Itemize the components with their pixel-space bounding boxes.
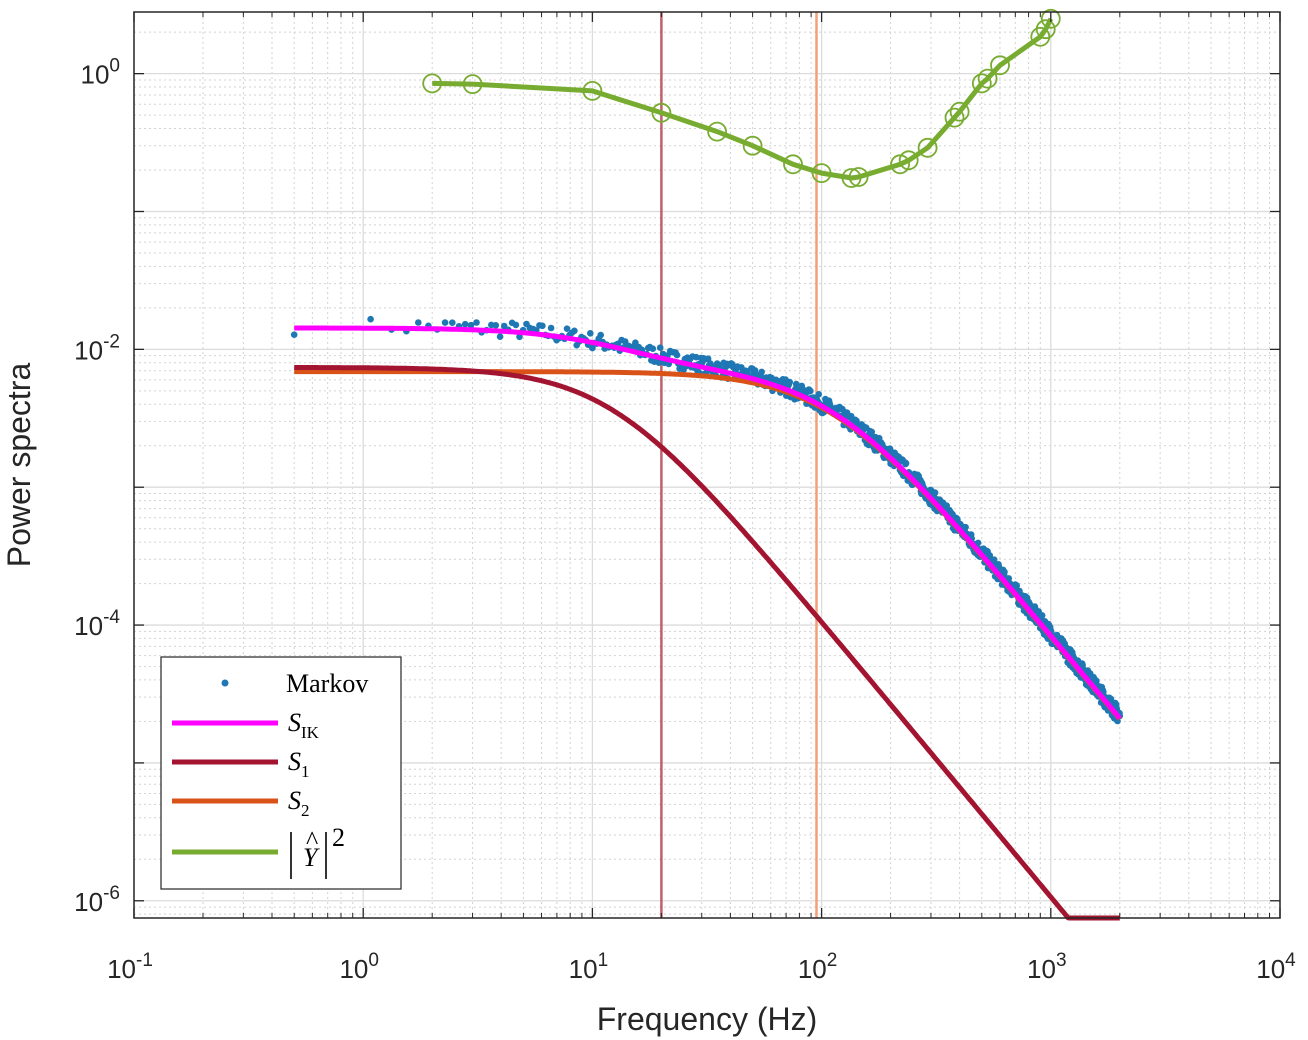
markov-point bbox=[673, 351, 681, 359]
yhat-marker bbox=[917, 137, 938, 158]
markov-point bbox=[467, 321, 475, 329]
curve-s-ik bbox=[293, 325, 1122, 720]
yhat-marker bbox=[971, 73, 992, 94]
legend-yhat-label: Y bbox=[303, 843, 320, 872]
markov-point bbox=[807, 387, 814, 395]
markov-point bbox=[589, 344, 596, 352]
markov-point bbox=[815, 391, 822, 398]
markov-point bbox=[597, 331, 604, 339]
legend-yhat-hat: ^ bbox=[306, 826, 318, 855]
legend-markov-marker bbox=[221, 679, 229, 687]
yhat-marker bbox=[898, 150, 919, 171]
markov-point bbox=[792, 380, 800, 388]
markov-point bbox=[1013, 582, 1020, 589]
markov-point bbox=[367, 315, 374, 323]
curves-layer bbox=[293, 17, 1122, 921]
legend-markov-label: Markov bbox=[286, 669, 368, 698]
x-tick-label: 100 bbox=[339, 950, 379, 984]
vertical-lines-layer bbox=[660, 12, 818, 918]
markov-point bbox=[571, 327, 578, 335]
yhat-marker bbox=[949, 101, 970, 122]
plot-frame bbox=[133, 11, 1281, 919]
yhat-marker bbox=[848, 167, 869, 187]
x-tick-label: 104 bbox=[1256, 950, 1296, 984]
markov-point bbox=[512, 321, 520, 329]
y-tick-label: 10-2 bbox=[74, 331, 120, 365]
yhat-marker bbox=[742, 135, 763, 156]
markov-point bbox=[786, 378, 793, 386]
y-tick-label: 10-6 bbox=[74, 883, 120, 917]
markov-point bbox=[587, 330, 594, 337]
markov-point bbox=[931, 489, 939, 497]
legend-yhat-superscript: 2 bbox=[332, 823, 345, 852]
markov-point bbox=[539, 322, 546, 330]
ticks-layer bbox=[133, 12, 1281, 918]
markov-point bbox=[547, 324, 555, 332]
x-axis-label: Frequency (Hz) bbox=[597, 1001, 818, 1037]
tick-labels-layer: 10-1 100 101 102 103 104 10-6 10-4 10-2 100 bbox=[74, 56, 1296, 984]
legend: Markov SIK S1 S2 ^ Y 2 bbox=[160, 656, 402, 890]
markov-point bbox=[563, 325, 571, 333]
y-axis-label: Power spectra bbox=[1, 363, 37, 568]
markov-point bbox=[1001, 568, 1008, 576]
markov-point bbox=[415, 319, 422, 326]
yhat-marker bbox=[944, 107, 965, 128]
markov-point bbox=[1107, 695, 1115, 703]
curve-yhat-squared bbox=[432, 17, 1054, 181]
yhat-marker bbox=[651, 102, 672, 123]
y-tick-label: 10-4 bbox=[74, 607, 120, 641]
x-tick-label: 102 bbox=[798, 950, 838, 984]
legend-s2-label: S2 bbox=[288, 786, 310, 820]
markov-point bbox=[649, 345, 657, 353]
yhat-marker bbox=[422, 73, 443, 94]
markov-point bbox=[974, 539, 982, 547]
y-tick-label: 100 bbox=[81, 56, 121, 90]
yhat-marker bbox=[783, 154, 803, 175]
markov-point bbox=[492, 322, 500, 329]
yhat-marker bbox=[811, 163, 832, 184]
markov-point bbox=[704, 355, 712, 363]
markov-point bbox=[441, 319, 449, 326]
yhat-marker bbox=[890, 154, 910, 175]
markov-point bbox=[656, 344, 664, 352]
markov-point bbox=[516, 333, 523, 341]
yhat-marker bbox=[977, 68, 998, 89]
yhat-marker bbox=[841, 168, 862, 188]
x-tick-label: 103 bbox=[1027, 950, 1067, 984]
curve-s-1 bbox=[293, 365, 1121, 921]
x-tick-label: 10-1 bbox=[107, 950, 153, 984]
yhat-marker bbox=[582, 81, 603, 101]
yhat-marker bbox=[707, 121, 727, 142]
legend-s1-label: S1 bbox=[288, 747, 310, 781]
markov-point bbox=[902, 460, 910, 467]
yhat-marker bbox=[990, 55, 1010, 76]
yhat-marker bbox=[1040, 8, 1061, 29]
markov-point bbox=[496, 333, 504, 341]
markov-point bbox=[1038, 612, 1046, 619]
markov-point bbox=[290, 331, 298, 339]
markov-point bbox=[758, 368, 765, 376]
markers-layer bbox=[422, 8, 1061, 188]
markov-point bbox=[473, 319, 480, 326]
markov-point bbox=[461, 320, 469, 328]
yhat-marker bbox=[1035, 19, 1056, 40]
yhat-marker bbox=[462, 74, 483, 94]
legend-sik-label: SIK bbox=[288, 708, 320, 742]
markov-point bbox=[1005, 575, 1013, 582]
markov-point bbox=[962, 523, 969, 531]
x-tick-label: 101 bbox=[569, 950, 609, 984]
markov-point bbox=[449, 319, 456, 327]
